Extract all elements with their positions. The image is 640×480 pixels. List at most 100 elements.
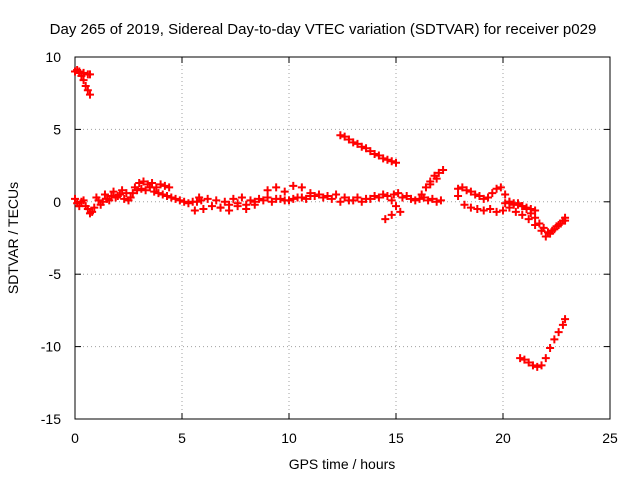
data-point	[392, 202, 400, 211]
data-point	[374, 151, 383, 160]
x-tick-label: 5	[178, 430, 186, 446]
data-point	[561, 216, 570, 225]
data-point	[163, 192, 172, 201]
data-point	[344, 135, 353, 144]
data-point	[267, 197, 276, 206]
data-point	[137, 184, 146, 193]
data-point	[383, 155, 392, 164]
y-axis-label: SDTVAR / TECUs	[5, 182, 21, 294]
data-point	[195, 193, 204, 202]
data-point	[216, 203, 225, 212]
data-point	[454, 192, 463, 201]
data-point	[107, 192, 116, 201]
data-point	[387, 210, 396, 219]
data-point	[543, 228, 552, 237]
data-point	[124, 196, 133, 205]
y-tick-label: 5	[53, 121, 61, 137]
series-late-low	[516, 315, 570, 371]
data-point	[471, 190, 480, 199]
series-baseline-c	[190, 190, 388, 215]
data-point	[499, 206, 507, 215]
x-tick-label: 15	[388, 430, 404, 446]
data-point	[85, 70, 94, 79]
data-point	[150, 187, 159, 196]
data-point	[488, 189, 497, 198]
data-point	[466, 187, 475, 196]
data-point	[289, 181, 298, 190]
data-point	[421, 183, 430, 192]
data-point	[357, 197, 366, 206]
data-point	[533, 362, 542, 371]
y-tick-label: -15	[41, 411, 61, 427]
data-point	[141, 186, 150, 195]
data-point	[212, 196, 221, 205]
data-point	[100, 190, 109, 199]
data-point	[475, 192, 484, 201]
data-point	[417, 190, 426, 199]
series-bumps	[216, 181, 315, 215]
data-point	[160, 181, 169, 190]
data-point	[259, 196, 268, 205]
data-point	[135, 178, 144, 187]
series-spike-15	[381, 192, 405, 224]
chart-title: Day 265 of 2019, Sidereal Day-to-day VTE…	[50, 21, 597, 38]
data-point	[511, 207, 520, 216]
data-point	[484, 193, 493, 202]
data-point	[90, 203, 99, 212]
data-point	[516, 354, 525, 363]
data-point	[128, 189, 137, 198]
data-point	[203, 194, 212, 203]
data-point	[486, 205, 495, 214]
data-point	[379, 190, 388, 199]
data-point	[531, 220, 540, 229]
data-point	[479, 194, 488, 203]
data-point	[353, 139, 362, 148]
data-point	[460, 200, 469, 209]
data-point	[513, 199, 522, 208]
data-point	[109, 187, 118, 196]
data-point	[115, 190, 124, 199]
data-point	[190, 206, 199, 215]
data-point	[154, 189, 163, 198]
data-point	[541, 232, 550, 241]
data-point	[272, 194, 281, 203]
data-point	[541, 354, 550, 363]
data-point	[139, 177, 148, 186]
series-baseline-b	[73, 183, 206, 218]
data-point	[411, 196, 420, 205]
x-tick-labels: 0 5 10 15 20 25	[71, 430, 618, 446]
data-point	[85, 90, 94, 99]
data-point	[73, 199, 82, 208]
data-point	[381, 215, 390, 224]
data-point	[111, 193, 120, 202]
series-segment-16	[389, 189, 445, 206]
data-point	[550, 335, 559, 344]
data-point	[509, 200, 518, 209]
y-tick-label: 0	[53, 194, 61, 210]
data-point	[175, 196, 184, 205]
plot-frame	[74, 56, 611, 420]
data-point	[319, 193, 328, 202]
data-point	[501, 190, 510, 199]
data-point	[462, 186, 471, 195]
y-tick-label: -10	[41, 339, 61, 355]
data-point	[389, 190, 398, 199]
data-point	[118, 186, 127, 195]
data-point	[297, 183, 306, 192]
data-point	[492, 184, 501, 193]
data-point	[479, 206, 488, 215]
data-point	[336, 131, 345, 140]
data-point	[454, 184, 463, 193]
data-point	[263, 186, 272, 195]
data-point	[424, 196, 433, 205]
data-point	[466, 203, 475, 212]
data-point	[340, 193, 349, 202]
data-point	[302, 194, 311, 203]
data-point	[280, 187, 289, 196]
data-point	[94, 196, 103, 205]
data-point	[225, 206, 234, 215]
data-point	[434, 168, 443, 177]
data-point	[272, 183, 281, 192]
data-point	[366, 194, 375, 203]
